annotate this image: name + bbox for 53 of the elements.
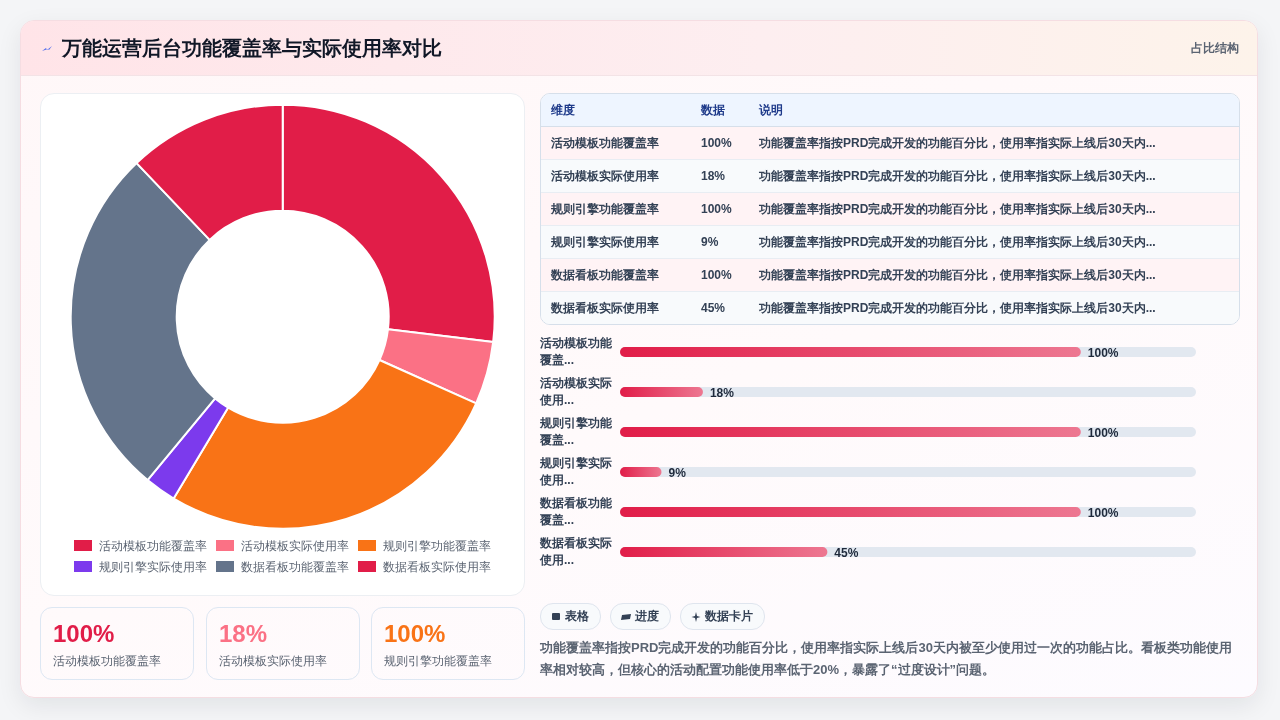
legend-label: 活动模板实际使用率 [241,538,349,554]
category-label: 数据卡片 [705,608,753,625]
legend-label: 数据看板实际使用率 [383,559,491,575]
category-label: 数据看板实际使用率 [551,300,659,316]
legend-label: 规则引擎功能覆盖率 [383,538,491,554]
text: 功能覆盖率指按PRD完成开发的功能百分比，使用率指实际上线后30天内... [759,300,1156,316]
y-tick-label: 活动模板功能覆盖... [540,335,613,369]
category-label: 规则引擎功能覆盖率 [551,201,659,217]
text: 100% [701,136,732,150]
y-tick-label: 规则引擎功能覆盖... [540,415,613,449]
category-label: 表格 [565,608,589,625]
text: 功能覆盖率指按PRD完成开发的功能百分比，使用率指实际上线后30天内... [759,267,1156,283]
category-label: 规则引擎实际使用率 [551,234,659,250]
data-label: 9% [668,465,687,480]
y-tick-label: 数据看板实际使用... [540,535,613,569]
legend-label: 数据看板功能覆盖率 [241,559,349,575]
data-label: 100% [1087,345,1119,360]
text: 说明 [759,102,783,118]
data-label: 100% [1087,505,1119,520]
text: 100% [701,202,732,216]
text: 维度 [551,102,575,118]
text: 18% [701,169,726,183]
data-label: 45% [834,545,859,560]
text: 功能覆盖率指按PRD完成开发的功能百分比，使用率指实际上线后30天内... [759,201,1156,217]
text: 100% [384,620,446,647]
text: 18% [219,620,268,647]
text: 45% [701,301,726,315]
text: 功能覆盖率指按PRD完成开发的功能百分比，使用率指实际上线后30天内... [759,135,1156,151]
data-label: 18% [709,385,735,400]
data-label: 100% [1087,425,1119,440]
legend-label: 活动模板功能覆盖率 [99,538,207,554]
category-label: 规则引擎功能覆盖率 [384,653,492,669]
category-label: 活动模板实际使用率 [219,653,327,669]
y-tick-label: 活动模板实际使用... [540,375,613,409]
text: 功能覆盖率指按PRD完成开发的功能百分比，使用率指实际上线后30天内... [759,168,1156,184]
text: 功能覆盖率指按PRD完成开发的功能百分比，使用率指实际上线后30天内... [759,234,1156,250]
category-label: 进度 [635,608,659,625]
y-tick-label: 数据看板功能覆盖... [540,495,613,529]
category-label: 活动模板实际使用率 [551,168,659,184]
text: 数据 [701,102,725,118]
text: 100% [53,620,115,647]
category-label: 活动模板功能覆盖率 [53,653,161,669]
category-label: 活动模板功能覆盖率 [551,135,659,151]
y-tick-label: 规则引擎实际使用... [540,455,613,489]
text: 100% [701,268,732,282]
text: 万能运营后台功能覆盖率与实际使用率对比 [62,36,442,61]
bar [620,387,703,397]
text: 9% [701,235,719,249]
text: 占比结构 [1191,40,1239,56]
text: 功能覆盖率指按PRD完成开发的功能百分比，使用率指实际上线后30天内被至少使用过一次的功能占比。看板类功能使用率相对较高，但核心的活动配置功能使用率低于20%，暴露了“过度设计”问题。 [540,639,1233,679]
category-label: 数据看板功能覆盖率 [551,267,659,283]
bar [620,467,662,477]
legend-label: 规则引擎实际使用率 [99,559,207,575]
